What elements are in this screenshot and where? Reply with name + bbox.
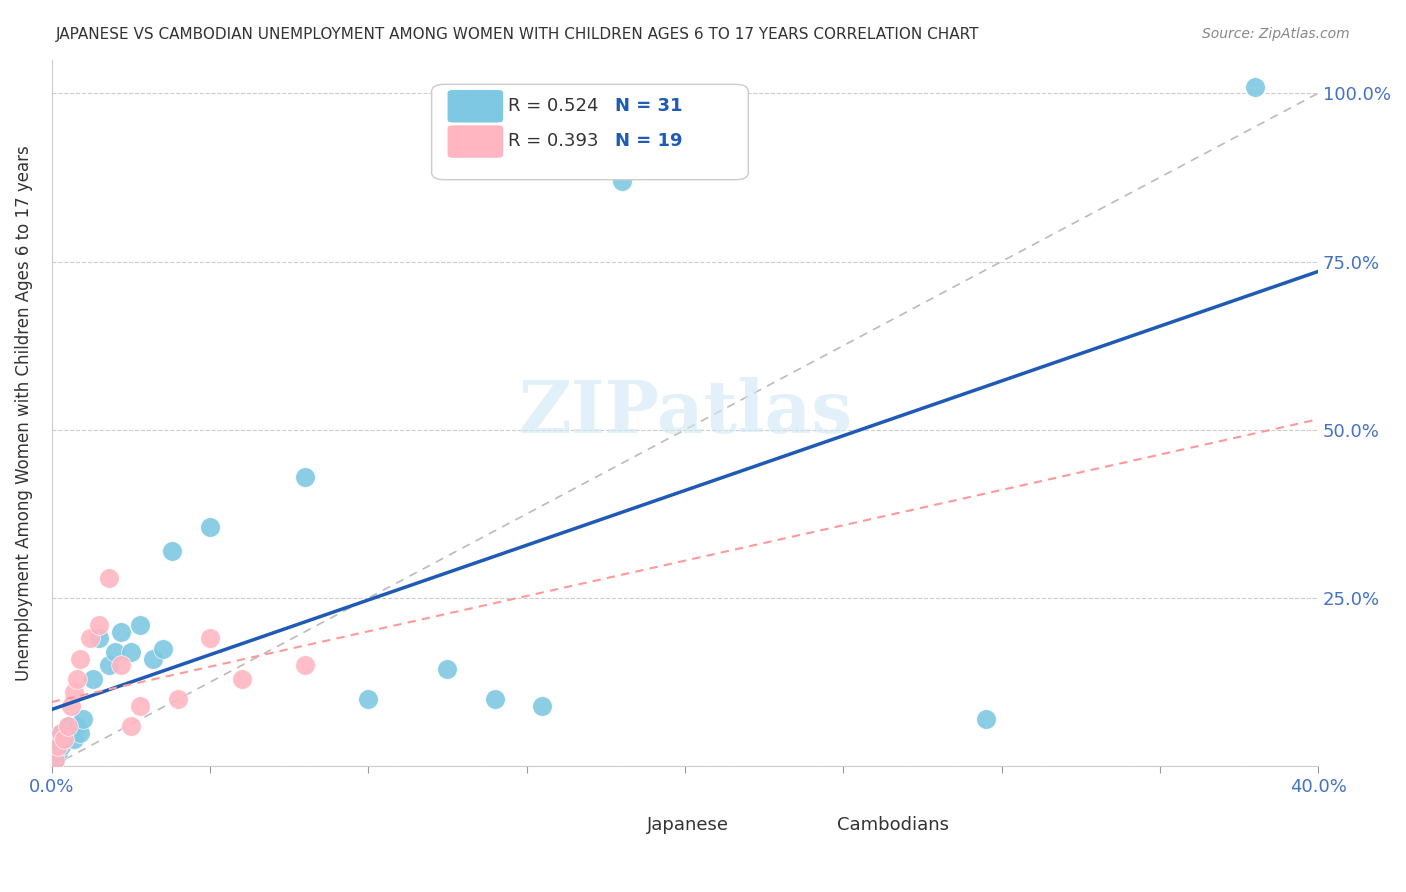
Point xyxy=(160,544,183,558)
Point xyxy=(63,732,86,747)
Point xyxy=(66,719,89,733)
Point xyxy=(59,698,82,713)
Point xyxy=(110,658,132,673)
Point xyxy=(69,651,91,665)
Point xyxy=(79,632,101,646)
Point xyxy=(357,692,380,706)
Point xyxy=(120,719,142,733)
Point xyxy=(53,732,76,747)
Point xyxy=(56,719,79,733)
Point xyxy=(46,746,69,760)
Point xyxy=(974,712,997,726)
Text: R = 0.393: R = 0.393 xyxy=(508,132,598,150)
Point xyxy=(63,685,86,699)
Point xyxy=(51,725,73,739)
Point xyxy=(484,692,506,706)
Point xyxy=(436,662,458,676)
Point xyxy=(44,753,66,767)
Point xyxy=(89,632,111,646)
Point xyxy=(610,174,633,188)
FancyBboxPatch shape xyxy=(432,85,748,180)
Point xyxy=(152,641,174,656)
Point xyxy=(294,470,316,484)
Point xyxy=(1243,79,1265,94)
Text: R = 0.524: R = 0.524 xyxy=(508,96,598,114)
Point xyxy=(97,658,120,673)
Point xyxy=(82,672,104,686)
FancyBboxPatch shape xyxy=(447,125,503,159)
Point xyxy=(66,672,89,686)
Text: Source: ZipAtlas.com: Source: ZipAtlas.com xyxy=(1202,27,1350,41)
FancyBboxPatch shape xyxy=(605,802,644,829)
Point xyxy=(89,618,111,632)
Point xyxy=(294,658,316,673)
Point xyxy=(51,739,73,753)
Point xyxy=(56,719,79,733)
Point xyxy=(142,651,165,665)
Y-axis label: Unemployment Among Women with Children Ages 6 to 17 years: Unemployment Among Women with Children A… xyxy=(15,145,32,681)
Point xyxy=(44,753,66,767)
Point xyxy=(167,692,190,706)
Point xyxy=(120,645,142,659)
Point xyxy=(129,698,152,713)
FancyBboxPatch shape xyxy=(447,89,503,123)
Text: JAPANESE VS CAMBODIAN UNEMPLOYMENT AMONG WOMEN WITH CHILDREN AGES 6 TO 17 YEARS : JAPANESE VS CAMBODIAN UNEMPLOYMENT AMONG… xyxy=(56,27,980,42)
Point xyxy=(198,632,221,646)
FancyBboxPatch shape xyxy=(796,802,834,829)
Text: Cambodians: Cambodians xyxy=(837,816,949,834)
Point xyxy=(46,732,69,747)
Point xyxy=(97,571,120,585)
Point xyxy=(231,672,253,686)
Point xyxy=(53,732,76,747)
Point xyxy=(69,725,91,739)
Text: N = 19: N = 19 xyxy=(616,132,683,150)
Point xyxy=(51,725,73,739)
Point xyxy=(110,624,132,639)
Point xyxy=(59,725,82,739)
Point xyxy=(104,645,127,659)
Point xyxy=(198,520,221,534)
Point xyxy=(129,618,152,632)
Text: N = 31: N = 31 xyxy=(616,96,683,114)
Text: Japanese: Japanese xyxy=(647,816,728,834)
Point xyxy=(531,698,554,713)
Text: ZIPatlas: ZIPatlas xyxy=(517,377,852,449)
Point xyxy=(72,712,94,726)
Point xyxy=(46,739,69,753)
